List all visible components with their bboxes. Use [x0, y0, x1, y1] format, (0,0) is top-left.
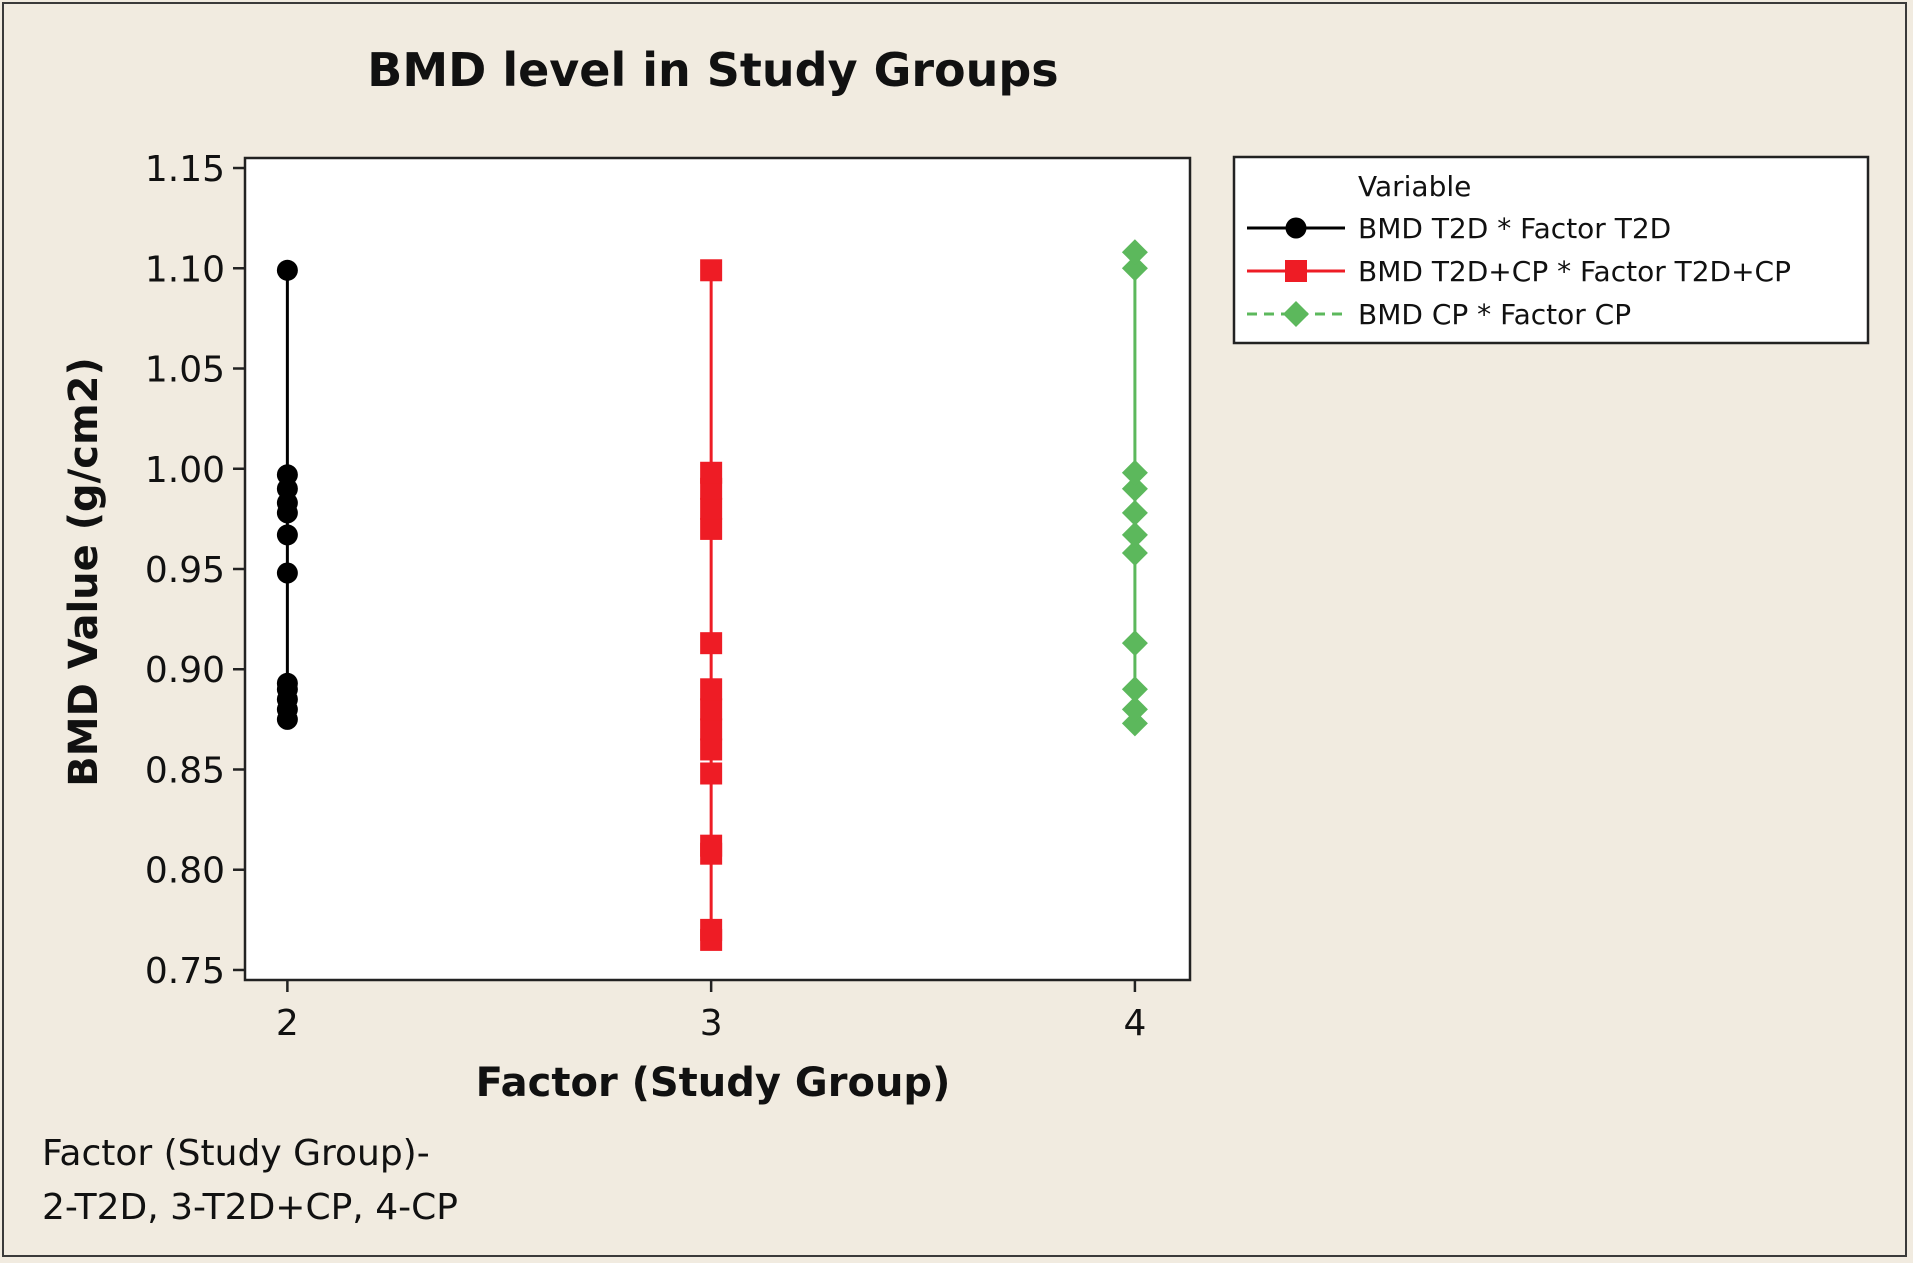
footnote-line-2: 2-T2D, 3-T2D+CP, 4-CP	[42, 1187, 458, 1228]
x-tick-label-2: 4	[1123, 1003, 1146, 1044]
point-s1-10	[700, 517, 723, 540]
legend-label-1: BMD T2D+CP * Factor T2D+CP	[1358, 255, 1791, 288]
legend-box	[1232, 155, 1870, 345]
legend-entries: BMD T2D * Factor T2D BMD T2D+CP * Factor …	[1247, 212, 1791, 331]
point-s1-1	[700, 918, 723, 941]
y-tick-label-4: 0.95	[145, 550, 225, 591]
point-s2-1	[1121, 696, 1148, 723]
point-s2-6	[1121, 499, 1148, 526]
point-s1-3	[700, 834, 723, 857]
point-s2-9	[1121, 255, 1148, 282]
point-s0-6	[276, 524, 298, 546]
point-s2-3	[1121, 630, 1148, 657]
point-s0-4	[276, 672, 298, 694]
data-points	[276, 239, 1148, 951]
point-s0-10	[276, 464, 298, 486]
point-s0-5	[276, 562, 298, 584]
legend-marker-2	[1283, 301, 1309, 327]
y-axis-label: BMD Value (g/cm2)	[61, 357, 107, 786]
footnote-line-1: Factor (Study Group)-	[42, 1133, 430, 1174]
y-tick-label-2: 0.85	[145, 750, 225, 791]
point-s1-5	[700, 738, 723, 761]
point-s1-8	[700, 678, 723, 701]
y-tick-label-7: 1.10	[145, 249, 225, 290]
point-s1-11	[700, 497, 723, 520]
point-s1-4	[700, 762, 723, 785]
point-s2-5	[1121, 521, 1148, 548]
point-s2-8	[1121, 459, 1148, 486]
y-tick-label-6: 1.05	[145, 350, 225, 391]
y-tick-label-5: 1.00	[145, 450, 225, 491]
y-tick-label-0: 0.75	[145, 951, 225, 992]
point-s2-7	[1121, 475, 1148, 502]
x-axis-label: Factor (Study Group)	[476, 1060, 951, 1106]
legend-title: Variable	[1358, 170, 1471, 203]
x-tick-label-1: 3	[700, 1003, 723, 1044]
legend-marker-1	[1285, 260, 1307, 282]
point-s1-13	[700, 461, 723, 484]
legend-label-0: BMD T2D * Factor T2D	[1358, 212, 1671, 245]
legend-marker-0	[1285, 217, 1307, 239]
x-tick-label-0: 2	[276, 1003, 299, 1044]
point-s1-7	[700, 698, 723, 721]
point-s2-4	[1121, 539, 1148, 566]
y-tick-label-3: 0.90	[145, 650, 225, 691]
legend-label-2: BMD CP * Factor CP	[1358, 298, 1631, 331]
point-s1-6	[700, 718, 723, 741]
axes: 0.75 0.80 0.85 0.90 0.95 1.00 1.05 1.10 1.15 2 3 4	[145, 149, 1147, 1044]
point-s2-2	[1121, 676, 1148, 703]
point-s0-11	[276, 259, 298, 281]
point-s2-10	[1121, 239, 1148, 266]
y-tick-label-8: 1.15	[145, 149, 225, 190]
point-s2-0	[1121, 710, 1148, 737]
point-s1-9	[700, 632, 723, 655]
legend: Variable BMD T2D * Factor T2D BMD T2D+CP …	[1232, 155, 1870, 345]
y-tick-label-1: 0.80	[145, 851, 225, 892]
chart-title: BMD level in Study Groups	[367, 43, 1058, 97]
point-s1-14	[700, 259, 723, 282]
